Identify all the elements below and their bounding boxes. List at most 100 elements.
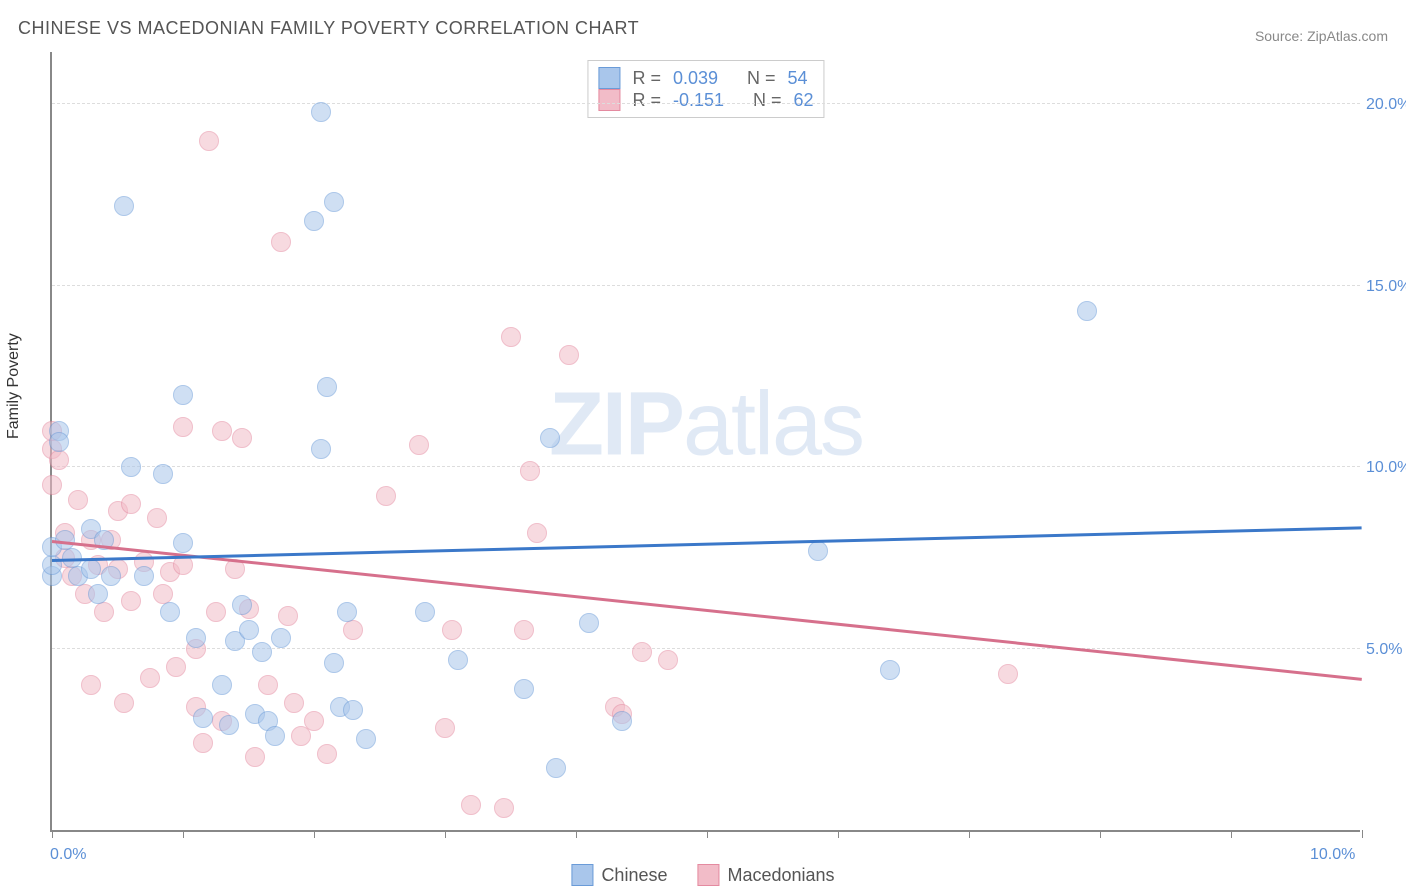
data-point [435, 718, 455, 738]
y-tick-label: 15.0% [1366, 278, 1406, 296]
trend-line [52, 526, 1362, 562]
stats-row-1: R = 0.039 N = 54 [598, 67, 813, 89]
gridline [52, 466, 1360, 467]
data-point [579, 613, 599, 633]
data-point [265, 726, 285, 746]
data-point [206, 602, 226, 622]
legend-label-1: Chinese [601, 865, 667, 886]
data-point [527, 523, 547, 543]
data-point [317, 744, 337, 764]
data-point [880, 660, 900, 680]
data-point [173, 417, 193, 437]
source-text: Source: ZipAtlas.com [1255, 28, 1388, 44]
data-point [114, 693, 134, 713]
stat-N-label: N = [747, 68, 776, 89]
gridline [52, 103, 1360, 104]
watermark: ZIPatlas [549, 374, 863, 477]
data-point [324, 192, 344, 212]
data-point [304, 711, 324, 731]
data-point [311, 439, 331, 459]
data-point [140, 668, 160, 688]
x-tick [576, 830, 577, 838]
stat-R-2: -0.151 [673, 90, 724, 111]
x-tick [969, 830, 970, 838]
data-point [311, 102, 331, 122]
data-point [160, 602, 180, 622]
data-point [514, 679, 534, 699]
x-tick [183, 830, 184, 838]
x-tick [445, 830, 446, 838]
data-point [376, 486, 396, 506]
watermark-light: atlas [683, 375, 863, 475]
x-tick [838, 830, 839, 838]
x-tick [1362, 830, 1363, 838]
data-point [514, 620, 534, 640]
data-point [337, 602, 357, 622]
data-point [343, 700, 363, 720]
data-point [49, 432, 69, 452]
stats-box: R = 0.039 N = 54 R = -0.151 N = 62 [587, 60, 824, 118]
gridline [52, 648, 1360, 649]
data-point [81, 559, 101, 579]
data-point [121, 494, 141, 514]
y-tick-label: 10.0% [1366, 459, 1406, 477]
data-point [232, 428, 252, 448]
data-point [520, 461, 540, 481]
data-point [147, 508, 167, 528]
legend-item-1: Chinese [571, 864, 667, 886]
data-point [199, 131, 219, 151]
data-point [278, 606, 298, 626]
data-point [271, 628, 291, 648]
data-point [324, 653, 344, 673]
chart-title: CHINESE VS MACEDONIAN FAMILY POVERTY COR… [18, 18, 639, 39]
data-point [101, 566, 121, 586]
data-point [658, 650, 678, 670]
data-point [121, 591, 141, 611]
y-tick-label: 20.0% [1366, 96, 1406, 114]
legend-swatch-2 [697, 864, 719, 886]
data-point [219, 715, 239, 735]
stat-R-label: R = [632, 68, 661, 89]
data-point [232, 595, 252, 615]
data-point [284, 693, 304, 713]
data-point [68, 490, 88, 510]
data-point [442, 620, 462, 640]
gridline [52, 285, 1360, 286]
data-point [998, 664, 1018, 684]
data-point [808, 541, 828, 561]
data-point [252, 642, 272, 662]
data-point [304, 211, 324, 231]
legend-swatch-1 [571, 864, 593, 886]
data-point [239, 620, 259, 640]
data-point [114, 196, 134, 216]
data-point [415, 602, 435, 622]
data-point [153, 584, 173, 604]
data-point [245, 747, 265, 767]
stat-N-2: 62 [794, 90, 814, 111]
data-point [173, 385, 193, 405]
data-point [166, 657, 186, 677]
data-point [49, 450, 69, 470]
data-point [409, 435, 429, 455]
x-tick [1231, 830, 1232, 838]
data-point [173, 533, 193, 553]
data-point [81, 675, 101, 695]
data-point [356, 729, 376, 749]
y-axis-label: Family Poverty [5, 333, 23, 439]
data-point [461, 795, 481, 815]
data-point [271, 232, 291, 252]
x-tick [707, 830, 708, 838]
data-point [153, 464, 173, 484]
legend: Chinese Macedonians [571, 864, 834, 886]
data-point [317, 377, 337, 397]
data-point [632, 642, 652, 662]
data-point [212, 421, 232, 441]
data-point [88, 584, 108, 604]
swatch-series-2 [598, 89, 620, 111]
plot-area: ZIPatlas R = 0.039 N = 54 R = -0.151 N =… [50, 52, 1360, 832]
data-point [448, 650, 468, 670]
x-tick [1100, 830, 1101, 838]
data-point [612, 711, 632, 731]
stat-N-label-2: N = [753, 90, 782, 111]
data-point [494, 798, 514, 818]
